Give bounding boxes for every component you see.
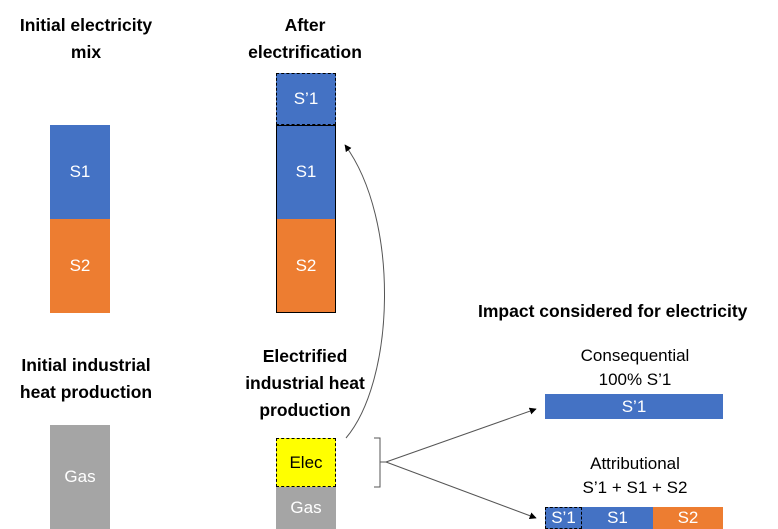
electrification-curve-arrow <box>344 144 385 439</box>
attributional-s1-segment: S1 <box>582 507 653 529</box>
initial-heat-title: Initial industrial heat production <box>19 355 153 402</box>
after-electrification-title: After electrification <box>248 15 362 62</box>
consequential-bar: S’1 <box>545 394 723 419</box>
consequential-arrow <box>385 407 537 463</box>
after-s1-block: S1 <box>276 125 336 219</box>
attributional-label: Attributional S’1 + S1 + S2 <box>582 454 688 497</box>
initial-gas-block: Gas <box>50 425 110 529</box>
impact-title: Impact considered for electricity <box>478 301 748 321</box>
initial-s1-block: S1 <box>50 125 110 219</box>
electrified-heat-title: Electrified industrial heat production <box>245 346 365 420</box>
attributional-s1-prime-segment: S’1 <box>545 507 582 529</box>
initial-s2-block: S2 <box>50 219 110 313</box>
attributional-arrow <box>385 461 537 520</box>
elec-block: Elec <box>276 438 336 487</box>
after-s1-prime-block: S’1 <box>276 73 336 125</box>
consequential-label: Consequential 100% S’1 <box>580 346 690 389</box>
attributional-s2-segment: S2 <box>653 507 723 529</box>
after-s2-block: S2 <box>276 219 336 313</box>
electrified-gas-block: Gas <box>276 487 336 529</box>
initial-mix-title: Initial electricity mix <box>19 15 153 62</box>
elec-bracket <box>374 437 386 488</box>
